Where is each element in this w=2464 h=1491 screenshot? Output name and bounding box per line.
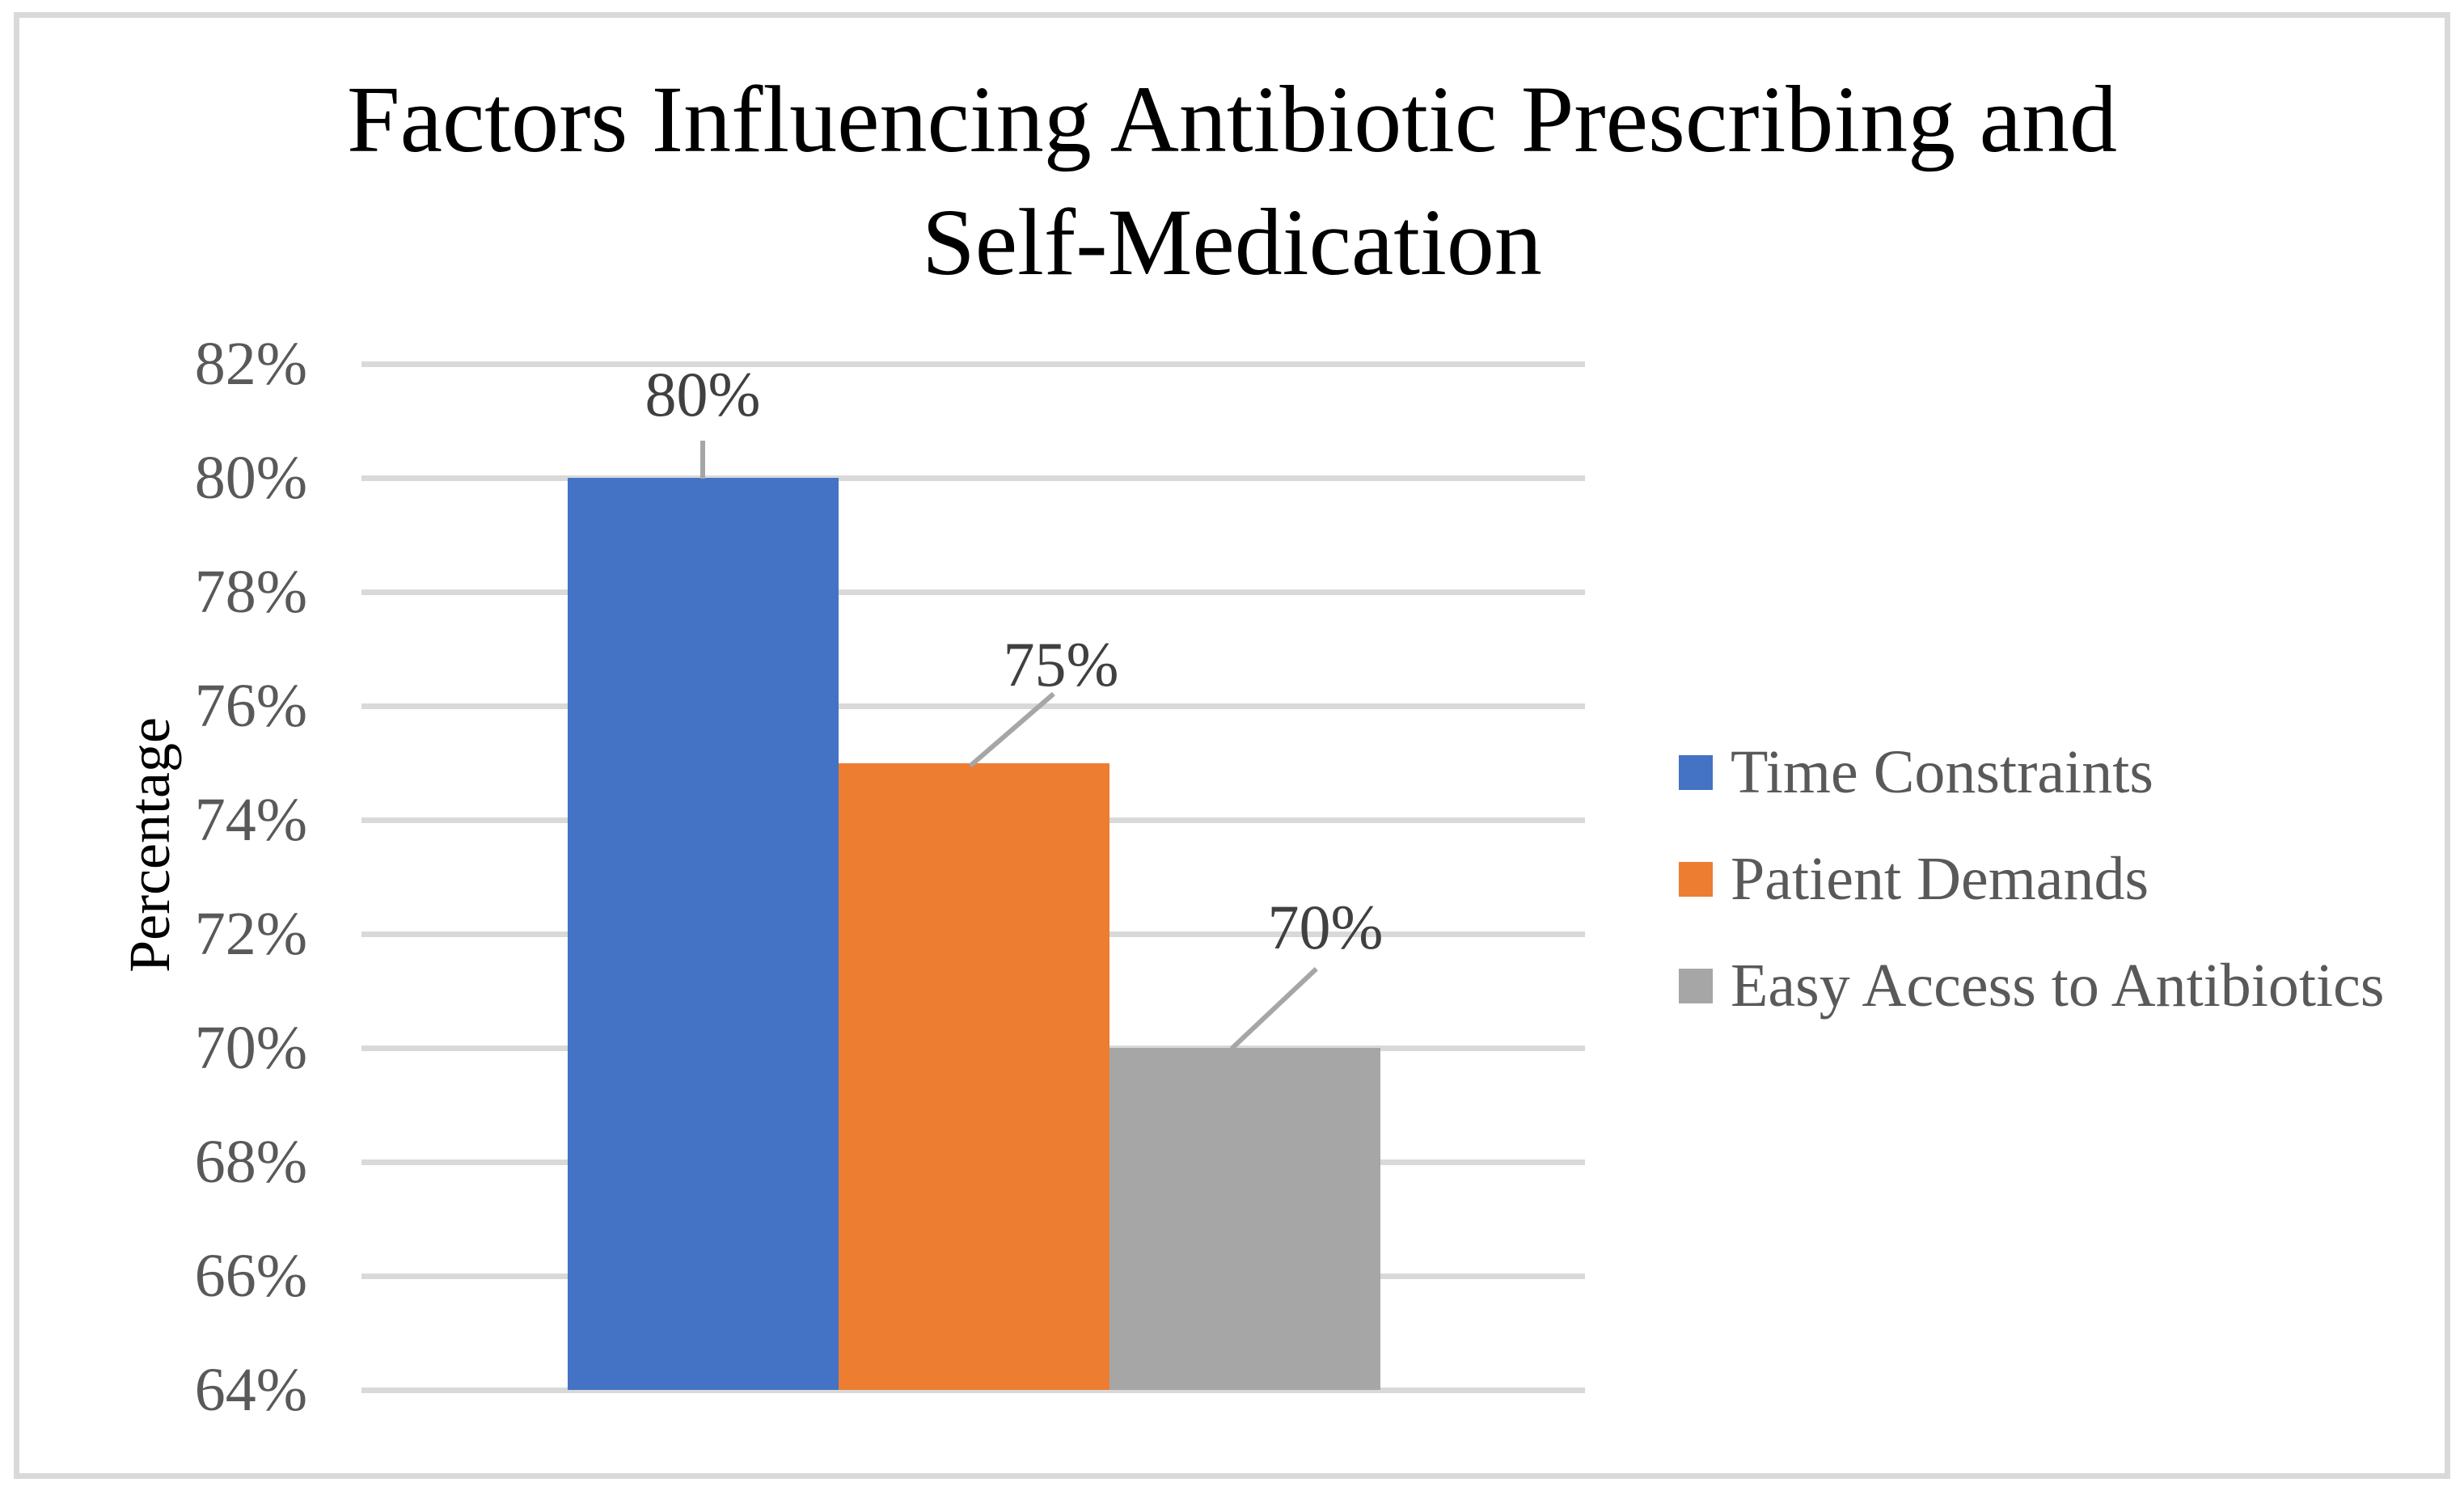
legend-label: Easy Access to Antibiotics [1731,952,2385,1020]
y-tick-label: 80% [194,444,307,512]
y-tick-label: 78% [194,558,307,626]
legend-item-time-constraints: Time Constraints [1679,736,2153,809]
data-label-time-constraints: 80% [645,359,761,429]
data-label-leader-line [700,441,705,479]
y-tick-label: 72% [194,900,307,968]
y-tick-label: 74% [194,786,307,854]
legend-label: Patient Demands [1731,845,2149,913]
legend-item-easy-access-to-antibiotics: Easy Access to Antibiotics [1679,949,2384,1022]
legend-label: Time Constraints [1731,738,2153,806]
y-tick-label: 68% [194,1128,307,1196]
legend-swatch-easy-access-to-antibiotics [1679,968,1713,1003]
gridline-76 [361,703,1585,709]
y-tick-label: 70% [194,1014,307,1082]
gridline-64 [361,1388,1585,1393]
data-label-leader-line [1229,966,1319,1051]
y-tick-label: 64% [194,1356,307,1424]
chart-title-line-2: Self-Medication [922,189,1542,295]
gridline-82 [361,361,1585,367]
bar-easy-access-to-antibiotics [1109,1048,1380,1390]
data-label-patient-demands: 75% [1003,629,1119,699]
gridline-78 [361,589,1585,595]
legend-swatch-time-constraints [1679,754,1713,790]
y-tick-label: 82% [194,330,307,398]
chart-title: Factors Influencing Antibiotic Prescribi… [0,58,2464,304]
legend-swatch-patient-demands [1679,861,1713,897]
legend-item-patient-demands: Patient Demands [1679,843,2149,915]
bar-time-constraints [568,478,839,1390]
bar-patient-demands [839,762,1109,1390]
data-label-easy-access-to-antibiotics: 70% [1267,892,1384,962]
gridline-80 [361,475,1585,481]
y-tick-label: 76% [194,672,307,740]
chart-title-line-1: Factors Influencing Antibiotic Prescribi… [346,66,2118,172]
y-tick-label: 66% [194,1242,307,1310]
